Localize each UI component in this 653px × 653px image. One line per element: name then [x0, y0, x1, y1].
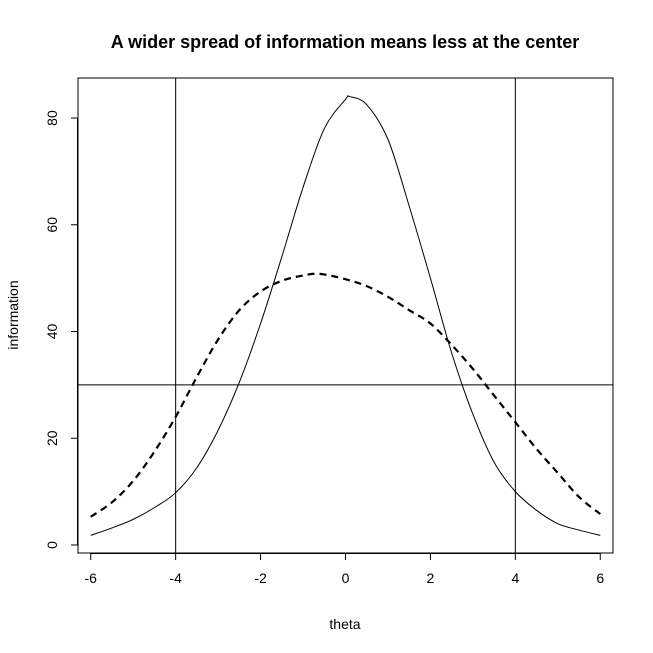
x-axis-label: theta — [329, 616, 360, 632]
x-tick-label: 6 — [596, 570, 604, 586]
y-tick-label: 40 — [44, 324, 60, 340]
series-group — [90, 95, 601, 536]
y-axis: 0 20 40 60 80 — [44, 110, 78, 549]
y-tick-label: 80 — [44, 110, 60, 126]
y-tick-label: 60 — [44, 217, 60, 233]
chart-title: A wider spread of information means less… — [111, 32, 579, 52]
x-tick-label: -4 — [169, 570, 182, 586]
x-tick-label: 4 — [511, 570, 519, 586]
x-tick-label: -2 — [254, 570, 267, 586]
solid-information-curve — [90, 95, 601, 536]
x-tick-label: 2 — [427, 570, 435, 586]
dashed-information-curve — [90, 272, 601, 518]
x-tick-label: -6 — [85, 570, 98, 586]
y-axis-label: information — [5, 280, 21, 349]
x-tick-label: 0 — [342, 570, 350, 586]
y-tick-label: 0 — [44, 541, 60, 549]
y-tick-label: 20 — [44, 430, 60, 446]
x-axis: -6 -4 -2 0 2 4 6 — [85, 553, 604, 586]
plot-frame — [77, 77, 614, 554]
reference-lines — [78, 78, 613, 553]
